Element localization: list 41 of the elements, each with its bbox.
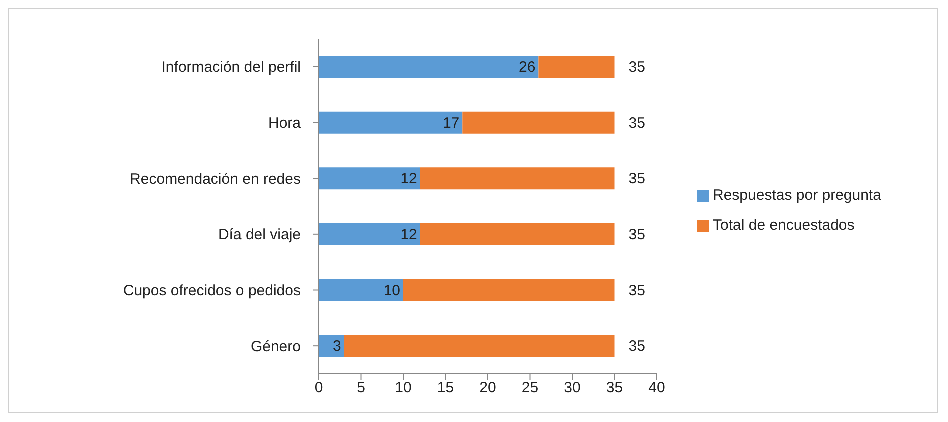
data-label: 10 [384, 282, 400, 300]
x-tick-label: 30 [564, 380, 581, 397]
bar [420, 224, 615, 246]
data-label: 12 [400, 226, 418, 244]
bar [319, 168, 420, 190]
data-label: 12 [400, 170, 418, 188]
bar [319, 335, 344, 358]
bar [319, 279, 404, 302]
total-label: 35 [628, 170, 646, 188]
total-label: 35 [628, 282, 646, 300]
x-tick-label: 5 [357, 380, 366, 397]
x-tick-label: 25 [522, 380, 539, 397]
y-tick-label: Cupos ofrecidos o pedidos [123, 282, 301, 300]
total-label: 35 [628, 338, 646, 356]
bar [538, 56, 615, 78]
y-tick-label: Información del perfil [162, 59, 301, 76]
data-label: 17 [442, 114, 460, 132]
bar [420, 168, 615, 190]
x-tick-label: 0 [314, 380, 324, 397]
total-label: 35 [628, 59, 646, 76]
x-tick-label: 40 [648, 380, 666, 397]
bar [319, 112, 463, 134]
bar [319, 56, 539, 78]
legend-label: Respuestas por pregunta [713, 186, 882, 204]
data-label: 26 [519, 59, 536, 76]
total-label: 35 [628, 114, 646, 132]
bar [462, 112, 615, 134]
y-tick-label: Hora [268, 115, 302, 132]
x-tick-label: 35 [606, 380, 624, 397]
y-tick-label: Género [250, 338, 301, 356]
y-tick-label: Día del viaje [218, 226, 301, 244]
bar [319, 224, 420, 246]
bar [344, 335, 615, 358]
data-label: 3 [333, 338, 342, 356]
x-tick-label: 15 [437, 380, 454, 397]
total-label: 35 [628, 226, 646, 244]
x-tick-label: 10 [395, 380, 412, 397]
y-tick-label: Recomendación en redes [130, 170, 301, 188]
bar [404, 279, 615, 302]
legend-label: Total de encuestados [713, 216, 855, 234]
x-tick-label: 20 [480, 380, 496, 397]
